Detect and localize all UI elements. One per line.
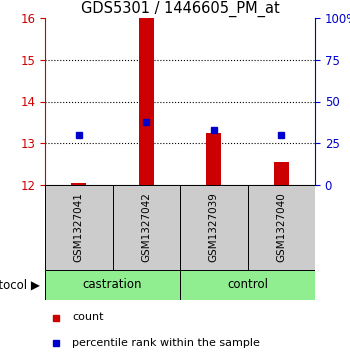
Bar <box>139 18 154 185</box>
Bar <box>206 133 221 185</box>
Text: GSM1327039: GSM1327039 <box>209 192 219 262</box>
Text: count: count <box>72 313 104 322</box>
Bar <box>71 183 86 185</box>
Bar <box>274 162 289 185</box>
Bar <box>45 185 112 270</box>
Text: GSM1327041: GSM1327041 <box>74 192 84 262</box>
Text: percentile rank within the sample: percentile rank within the sample <box>72 338 260 347</box>
Bar <box>112 185 180 270</box>
Text: GSM1327040: GSM1327040 <box>276 193 286 262</box>
Bar <box>180 270 315 300</box>
Text: GSM1327042: GSM1327042 <box>141 192 151 262</box>
Text: protocol ▶: protocol ▶ <box>0 278 40 291</box>
Bar <box>247 185 315 270</box>
Text: castration: castration <box>83 278 142 291</box>
Bar <box>180 185 247 270</box>
Title: GDS5301 / 1446605_PM_at: GDS5301 / 1446605_PM_at <box>80 0 279 17</box>
Bar <box>45 270 180 300</box>
Text: control: control <box>227 278 268 291</box>
